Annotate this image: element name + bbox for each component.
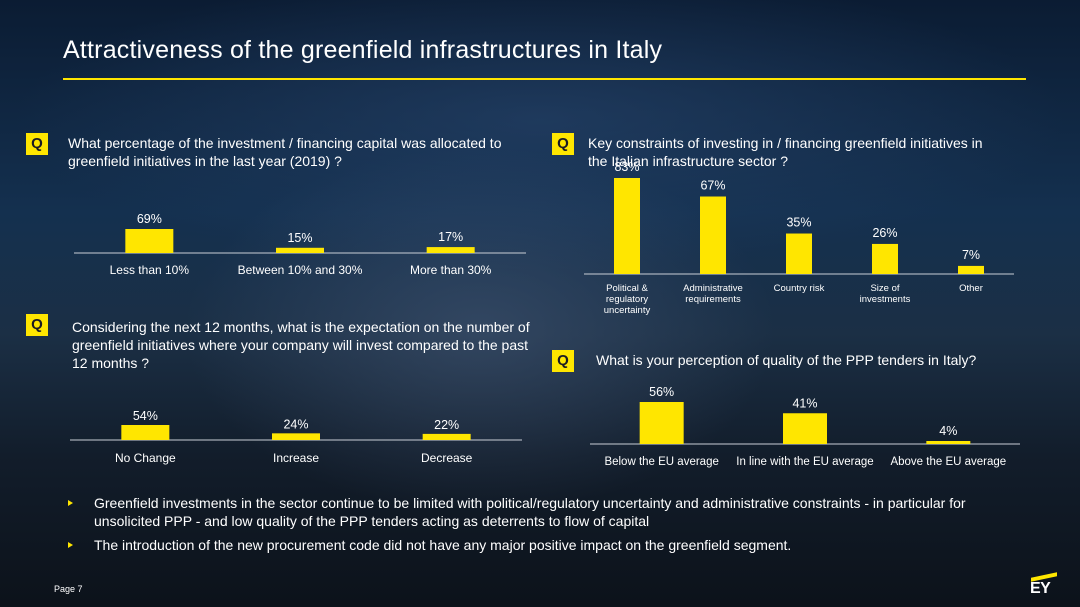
chart-2-bar bbox=[958, 265, 984, 274]
question-1-text: What percentage of the investment / fina… bbox=[68, 135, 502, 169]
chart-1-data-label: 17% bbox=[438, 230, 463, 244]
chart-1-bar bbox=[276, 247, 324, 253]
chart-3-bar bbox=[272, 433, 320, 440]
chart-2-bar bbox=[786, 233, 812, 274]
chart-3-category-label: Decrease bbox=[421, 451, 473, 465]
question-3-text: Considering the next 12 months, what is … bbox=[72, 319, 530, 371]
bullet-item: Greenfield investments in the sector con… bbox=[68, 494, 1018, 530]
bullet-arrow-icon bbox=[68, 500, 73, 506]
chart-3-data-label: 54% bbox=[133, 409, 158, 423]
chart-2-bar bbox=[614, 178, 640, 274]
bullet-arrow-icon bbox=[68, 542, 73, 548]
chart-4-data-label: 41% bbox=[792, 396, 817, 410]
chart-2-category-label: Country risk bbox=[774, 283, 825, 294]
chart-2-category-label: Political & regulatory uncertainty bbox=[604, 283, 651, 316]
chart-3-bar bbox=[121, 425, 170, 440]
chart-1-category-label: Less than 10% bbox=[110, 263, 190, 277]
title-underline bbox=[63, 78, 1026, 80]
chart-1: 69% Less than 10% 15% Between 10% and 30% 17… bbox=[74, 212, 526, 277]
chart-2-category-label: Other bbox=[959, 283, 983, 294]
chart-4-category-label: In line with the EU average bbox=[736, 456, 873, 468]
chart-4-category-label: Above the EU average bbox=[890, 456, 1006, 468]
chart-4: 56% Below the EU average 41% In line with t… bbox=[590, 385, 1020, 468]
chart-2-category-label: Administrative requirements bbox=[683, 283, 743, 305]
question-badge-4: Q bbox=[552, 350, 574, 372]
chart-4-bar bbox=[783, 413, 827, 444]
chart-4-data-label: 4% bbox=[939, 424, 957, 438]
question-2-text: Key constraints of investing in / financ… bbox=[588, 135, 983, 169]
bullet-text: Greenfield investments in the sector con… bbox=[94, 495, 966, 529]
page-title: Attractiveness of the greenfield infrast… bbox=[63, 36, 663, 64]
chart-2-data-label: 7% bbox=[962, 248, 980, 262]
chart-1-category-label: More than 30% bbox=[410, 263, 492, 277]
chart-4-category-label: Below the EU average bbox=[604, 456, 718, 468]
chart-1-category-label: Between 10% and 30% bbox=[238, 263, 363, 277]
page-number: Page 7 bbox=[54, 584, 83, 594]
bullet-item: The introduction of the new procurement … bbox=[68, 536, 1018, 554]
question-badge-2: Q bbox=[552, 133, 574, 155]
chart-2-bar bbox=[700, 196, 726, 274]
chart-2: 83% Political & regulatory uncertainty 67% Ad… bbox=[584, 160, 1014, 316]
chart-2-data-label: 35% bbox=[786, 216, 811, 230]
chart-2-data-label: 67% bbox=[700, 179, 725, 193]
chart-4-data-label: 56% bbox=[649, 385, 674, 399]
chart-1-data-label: 15% bbox=[287, 231, 312, 245]
question-badge-1: Q bbox=[26, 133, 48, 155]
chart-1-bar bbox=[426, 247, 475, 253]
ey-logo: EY bbox=[1030, 580, 1051, 597]
chart-3-category-label: Increase bbox=[273, 451, 319, 465]
question-badge-3: Q bbox=[26, 314, 48, 336]
bullet-list: Greenfield investments in the sector con… bbox=[68, 494, 1018, 560]
question-4-text: What is your perception of quality of th… bbox=[596, 352, 977, 368]
chart-2-data-label: 83% bbox=[614, 160, 639, 174]
chart-3-bar bbox=[422, 433, 471, 440]
chart-2-category-label: Size of investments bbox=[860, 283, 911, 305]
chart-3-category-label: No Change bbox=[115, 451, 176, 465]
chart-4-bar bbox=[639, 402, 684, 444]
chart-2-bar bbox=[872, 243, 898, 274]
chart-3-data-label: 24% bbox=[283, 417, 308, 431]
chart-3-data-label: 22% bbox=[434, 418, 459, 432]
chart-1-bar bbox=[125, 229, 174, 253]
chart-1-data-label: 69% bbox=[137, 212, 162, 226]
chart-2-data-label: 26% bbox=[872, 226, 897, 240]
chart-4-bar bbox=[926, 441, 971, 444]
chart-3: 54% No Change 24% Increase 22% Decrease bbox=[70, 409, 522, 465]
bullet-text: The introduction of the new procurement … bbox=[94, 537, 792, 553]
